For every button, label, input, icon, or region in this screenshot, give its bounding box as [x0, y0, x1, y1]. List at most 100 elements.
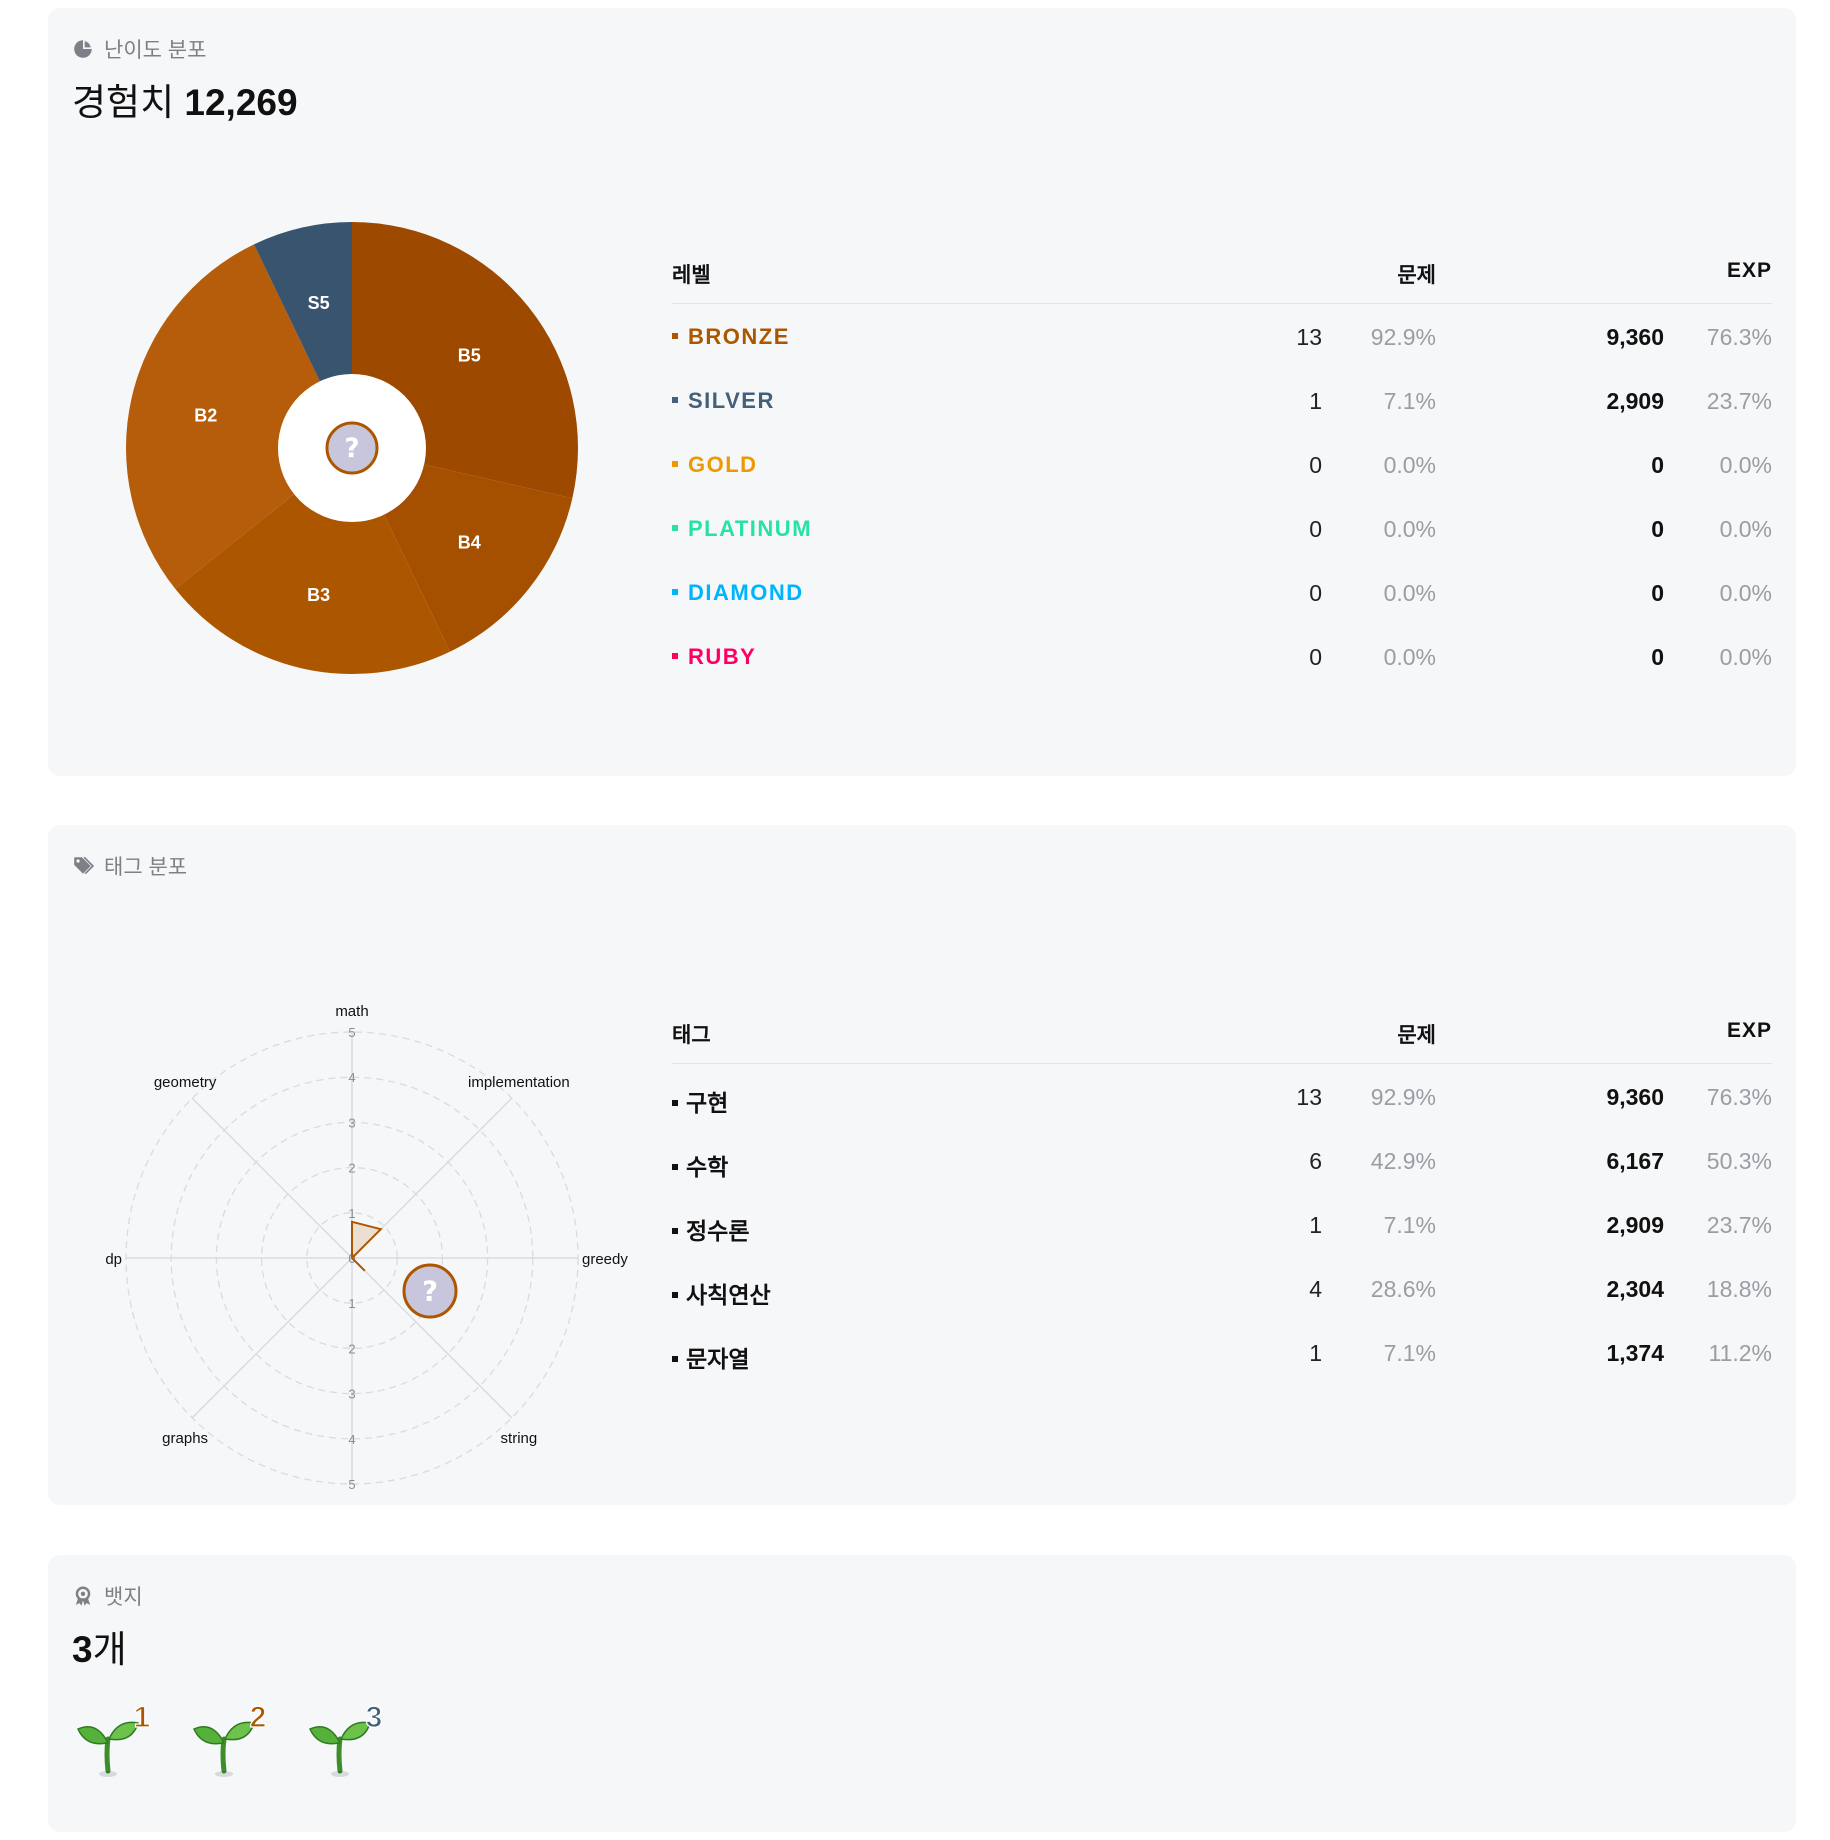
- problem-count: 13: [1296, 324, 1322, 350]
- pie-label-s5: S5: [308, 293, 330, 313]
- exp-value: 12,269: [184, 82, 298, 123]
- exp-value: 0: [1651, 644, 1664, 670]
- pie-chart-icon: [74, 40, 92, 58]
- radar-axis-label: dp: [105, 1251, 122, 1268]
- exp-value: 9,360: [1606, 1084, 1664, 1110]
- level-row-ruby: RUBY 0 0.0% 0 0.0%: [672, 624, 1772, 688]
- tier-name: GOLD: [672, 452, 758, 478]
- radar-spoke: [191, 1097, 353, 1259]
- difficulty-header-label: 난이도 분포: [104, 39, 207, 62]
- exp-percent: 76.3%: [1706, 1084, 1772, 1110]
- col-tag: 태그: [672, 1024, 711, 1047]
- badge-count-value: 3: [72, 1629, 93, 1670]
- tag-row: 사칙연산 4 28.6% 2,304 18.8%: [672, 1256, 1772, 1320]
- tag-name: 정수론: [672, 1212, 749, 1246]
- level-table-body: BRONZE 13 92.9% 9,360 76.3% SILVER 1 7.1% 2,909 2…: [672, 304, 1772, 688]
- pie-label-b4: B4: [458, 533, 481, 553]
- problem-count: 6: [1309, 1148, 1322, 1174]
- level-row-gold: GOLD 0 0.0% 0 0.0%: [672, 432, 1772, 496]
- exp-percent: 0.0%: [1719, 516, 1772, 542]
- level-table-header: 레벨 문제 EXP: [672, 253, 1772, 304]
- exp-percent: 0.0%: [1719, 644, 1772, 670]
- sprout-badge-2-icon[interactable]: 2: [188, 1695, 274, 1781]
- radar-axis-label: string: [501, 1430, 538, 1447]
- difficulty-card: 난이도 분포 경험치 12,269 B5 B4 B3 B2 S5? 레벨 문제 EXP …: [48, 8, 1796, 776]
- problem-count: 0: [1309, 580, 1322, 606]
- problem-count: 4: [1309, 1276, 1322, 1302]
- tag-row: 구현 13 92.9% 9,360 76.3%: [672, 1064, 1772, 1128]
- pie-label-b3: B3: [307, 585, 330, 605]
- tag-name: 사칙연산: [672, 1276, 771, 1310]
- radar-axis-label: math: [335, 1003, 368, 1020]
- problem-percent: 92.9%: [1370, 1084, 1436, 1110]
- difficulty-header: 난이도 분포: [72, 34, 206, 64]
- unrated-question-mark: ?: [344, 434, 359, 464]
- badges-header: 뱃지: [72, 1581, 143, 1611]
- tags-header: 태그 분포: [72, 851, 187, 881]
- problem-percent: 7.1%: [1383, 388, 1436, 414]
- tier-name: SILVER: [672, 388, 775, 414]
- badge-digit: 3: [366, 1701, 383, 1734]
- tag-table-body: 구현 13 92.9% 9,360 76.3% 수학 6 42.9% 6,167 50.3% 정수론…: [672, 1064, 1772, 1384]
- exp-value: 1,374: [1606, 1340, 1664, 1366]
- radar-spoke: [191, 1257, 353, 1419]
- tag-row: 정수론 1 7.1% 2,909 23.7%: [672, 1192, 1772, 1256]
- exp-value: 2,909: [1606, 1212, 1664, 1238]
- tag-radar-chart: mathimplementationgreedystringdata_struc…: [105, 1003, 628, 1490]
- problem-count: 0: [1309, 644, 1322, 670]
- radar-axis-label: implementation: [468, 1074, 570, 1091]
- sprout-badge-3-icon[interactable]: 3: [304, 1695, 390, 1781]
- exp-value: 2,909: [1606, 388, 1664, 414]
- badge-count-unit: 개: [92, 1629, 127, 1670]
- col-problems: 문제: [1397, 264, 1436, 287]
- level-row-bronze: BRONZE 13 92.9% 9,360 76.3%: [672, 304, 1772, 368]
- badges-header-label: 뱃지: [104, 1586, 143, 1609]
- badge-icon: [75, 1586, 91, 1606]
- radar-axis-label: greedy: [582, 1251, 628, 1268]
- exp-value: 9,360: [1606, 324, 1664, 350]
- badge-count: 3개: [72, 1619, 127, 1673]
- radar-tick-label: 4: [348, 1432, 355, 1447]
- pie-label-b5: B5: [458, 345, 481, 365]
- tier-name: BRONZE: [672, 324, 790, 350]
- exp-percent: 76.3%: [1706, 324, 1772, 350]
- radar-series-polygon: [350, 1220, 383, 1272]
- problem-percent: 0.0%: [1383, 452, 1436, 478]
- pie-slice-b2[interactable]: [126, 244, 352, 589]
- exp-label: 경험치: [72, 82, 175, 123]
- tag-row: 문자열 1 7.1% 1,374 11.2%: [672, 1320, 1772, 1384]
- radar-tick-label: 5: [348, 1025, 355, 1040]
- tier-name: DIAMOND: [672, 580, 804, 606]
- col-level: 레벨: [672, 264, 711, 287]
- exp-percent: 0.0%: [1719, 452, 1772, 478]
- radar-tick-label: 3: [348, 1387, 355, 1402]
- exp-percent: 18.8%: [1706, 1276, 1772, 1302]
- radar-tick-label: 2: [348, 1341, 355, 1356]
- problem-percent: 42.9%: [1370, 1148, 1436, 1174]
- tag-name: 수학: [672, 1148, 728, 1182]
- problem-count: 13: [1296, 1084, 1322, 1110]
- level-row-platinum: PLATINUM 0 0.0% 0 0.0%: [672, 496, 1772, 560]
- radar-axis-label: geometry: [154, 1074, 217, 1091]
- exp-value: 0: [1651, 580, 1664, 606]
- radar-tick-label: 3: [348, 1115, 355, 1130]
- exp-total: 경험치 12,269: [72, 72, 298, 126]
- pie-slice-b3[interactable]: [175, 448, 451, 674]
- badge-digit: 2: [250, 1701, 267, 1734]
- level-row-diamond: DIAMOND 0 0.0% 0 0.0%: [672, 560, 1772, 624]
- sprout-badge-1-icon[interactable]: 1: [72, 1695, 158, 1781]
- exp-value: 2,304: [1606, 1276, 1664, 1302]
- problem-percent: 0.0%: [1383, 580, 1436, 606]
- badge-list: 1 2 3: [72, 1695, 390, 1781]
- problem-percent: 0.0%: [1383, 516, 1436, 542]
- unrated-tier-icon: ?: [325, 421, 379, 475]
- badge-digit: 1: [134, 1701, 151, 1734]
- problem-count: 0: [1309, 452, 1322, 478]
- exp-percent: 50.3%: [1706, 1148, 1772, 1174]
- unrated-tier-icon: ?: [402, 1263, 458, 1319]
- pie-slice-b4[interactable]: [352, 448, 573, 652]
- tag-row: 수학 6 42.9% 6,167 50.3%: [672, 1128, 1772, 1192]
- tags-header-label: 태그 분포: [104, 856, 188, 879]
- tag-table-header: 태그 문제 EXP: [672, 1013, 1772, 1064]
